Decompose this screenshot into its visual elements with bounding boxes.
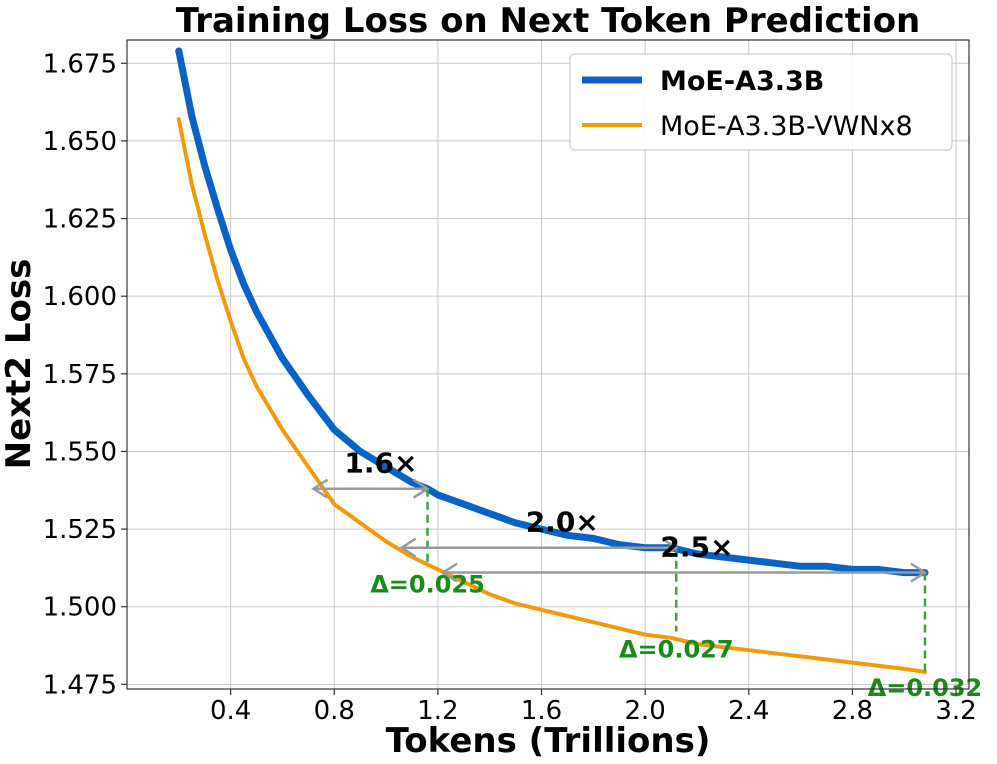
delta-label: Δ=0.025: [370, 570, 485, 598]
y-tick-label: 1.625: [43, 205, 117, 235]
x-tick-labels: 0.4 0.8 1.2 1.6 2.0 2.4 2.8 3.2: [210, 689, 977, 726]
x-axis-label: Tokens (Trillions): [386, 721, 711, 761]
y-tick-label: 1.500: [43, 593, 117, 623]
speedup-arrowhead-left: [311, 478, 329, 499]
speedup-label: 1.6×: [344, 447, 417, 480]
legend-label-moe: MoE-A3.3B: [660, 66, 824, 97]
x-tick-label: 2.4: [728, 696, 769, 726]
y-tick-label: 1.475: [43, 670, 117, 700]
speedup-arrowhead-right: [910, 562, 928, 583]
series-line-moe: [175, 47, 929, 577]
plot-frame: [126, 39, 970, 690]
legend: MoE-A3.3B MoE-A3.3B-VWNx8: [569, 53, 953, 151]
x-tick-label: 3.2: [935, 696, 976, 726]
y-tick-label: 1.675: [43, 49, 117, 79]
legend-label-moe-vwn: MoE-A3.3B-VWNx8: [660, 111, 913, 142]
y-tick-label: 1.600: [43, 282, 117, 312]
speedup-label: 2.5×: [660, 531, 733, 564]
annotation-layer: Δ=0.025 Δ=0.027 Δ=0.032 1.6× 2.0× 2.5×: [311, 447, 983, 702]
delta-label: Δ=0.027: [619, 636, 734, 664]
x-tick-label: 0.8: [314, 696, 355, 726]
speedup-label: 2.0×: [526, 506, 599, 539]
x-tick-label: 1.6: [521, 696, 562, 726]
speedup-arrowhead-left: [399, 537, 417, 558]
x-tick-label: 1.2: [417, 696, 458, 726]
legend-box: [569, 53, 953, 151]
y-tick-label: 1.575: [43, 360, 117, 390]
speedup-arrowhead-right: [412, 478, 430, 499]
y-tick-labels: 1.475 1.500 1.525 1.550 1.575 1.600 1.625 1.650…: [43, 49, 127, 700]
chart-title: Training Loss on Next Token Prediction: [176, 1, 921, 41]
x-tick-label: 2.8: [832, 696, 873, 726]
x-tick-label: 0.4: [210, 696, 251, 726]
y-tick-label: 1.550: [43, 437, 117, 467]
x-tick-label: 2.0: [624, 696, 665, 726]
y-tick-label: 1.650: [43, 127, 117, 157]
series-layer: [175, 47, 929, 674]
speedup-arrowhead-right: [661, 537, 679, 558]
y-tick-label: 1.525: [43, 515, 117, 545]
y-axis-label: Next2 Loss: [0, 259, 39, 470]
series-line-moe-vwn: [176, 117, 927, 674]
speedup-arrowhead-left: [440, 562, 458, 583]
delta-label: Δ=0.032: [868, 674, 983, 702]
